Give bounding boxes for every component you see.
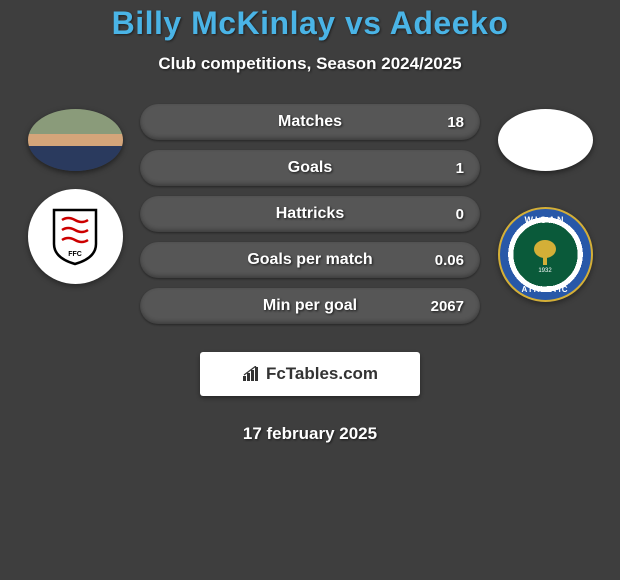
- stat-label: Min per goal: [263, 297, 357, 315]
- left-player-photo: [28, 109, 123, 171]
- left-club-badge: FFC: [28, 189, 123, 284]
- right-player-photo: [498, 109, 593, 171]
- stat-label: Goals per match: [247, 251, 372, 269]
- photo-placeholder-icon: [28, 109, 123, 171]
- stat-label: Hattricks: [276, 205, 344, 223]
- right-club-badge: WIGAN 1932 ATHLETIC: [498, 207, 593, 302]
- attribution-text: FcTables.com: [266, 364, 378, 384]
- photo-placeholder-icon: [498, 109, 593, 171]
- stat-row-matches: Matches 18: [140, 104, 480, 140]
- chart-icon: [242, 366, 262, 382]
- left-player-column: FFC: [15, 104, 135, 284]
- stat-label: Matches: [278, 113, 342, 131]
- stat-row-goals-per-match: Goals per match 0.06: [140, 242, 480, 278]
- stat-value-right: 2067: [431, 298, 464, 315]
- svg-text:FFC: FFC: [68, 251, 82, 258]
- stat-value-right: 18: [447, 114, 464, 131]
- subtitle: Club competitions, Season 2024/2025: [0, 54, 620, 74]
- stat-value-right: 0: [456, 206, 464, 223]
- svg-text:1932: 1932: [538, 268, 552, 274]
- date-text: 17 february 2025: [243, 424, 377, 444]
- stat-value-right: 0.06: [435, 252, 464, 269]
- right-player-column: WIGAN 1932 ATHLETIC: [485, 104, 605, 302]
- infographic-container: Billy McKinlay vs Adeeko Club competitio…: [0, 0, 620, 444]
- stat-row-hattricks: Hattricks 0: [140, 196, 480, 232]
- stat-value-right: 1: [456, 160, 464, 177]
- stats-column: Matches 18 Goals 1 Hattricks 0 Goals per…: [135, 104, 485, 444]
- wigan-tree-icon: 1932: [525, 235, 565, 275]
- attribution-box: FcTables.com: [200, 352, 420, 396]
- page-title: Billy McKinlay vs Adeeko: [0, 5, 620, 42]
- stat-row-min-per-goal: Min per goal 2067: [140, 288, 480, 324]
- main-row: FFC Matches 18 Goals 1 Hattricks 0 Goals…: [0, 104, 620, 444]
- fulham-shield-icon: FFC: [50, 208, 100, 266]
- wigan-text-bottom: ATHLETIC: [500, 285, 591, 294]
- stat-row-goals: Goals 1: [140, 150, 480, 186]
- wigan-text-top: WIGAN: [500, 215, 591, 225]
- stat-label: Goals: [288, 159, 332, 177]
